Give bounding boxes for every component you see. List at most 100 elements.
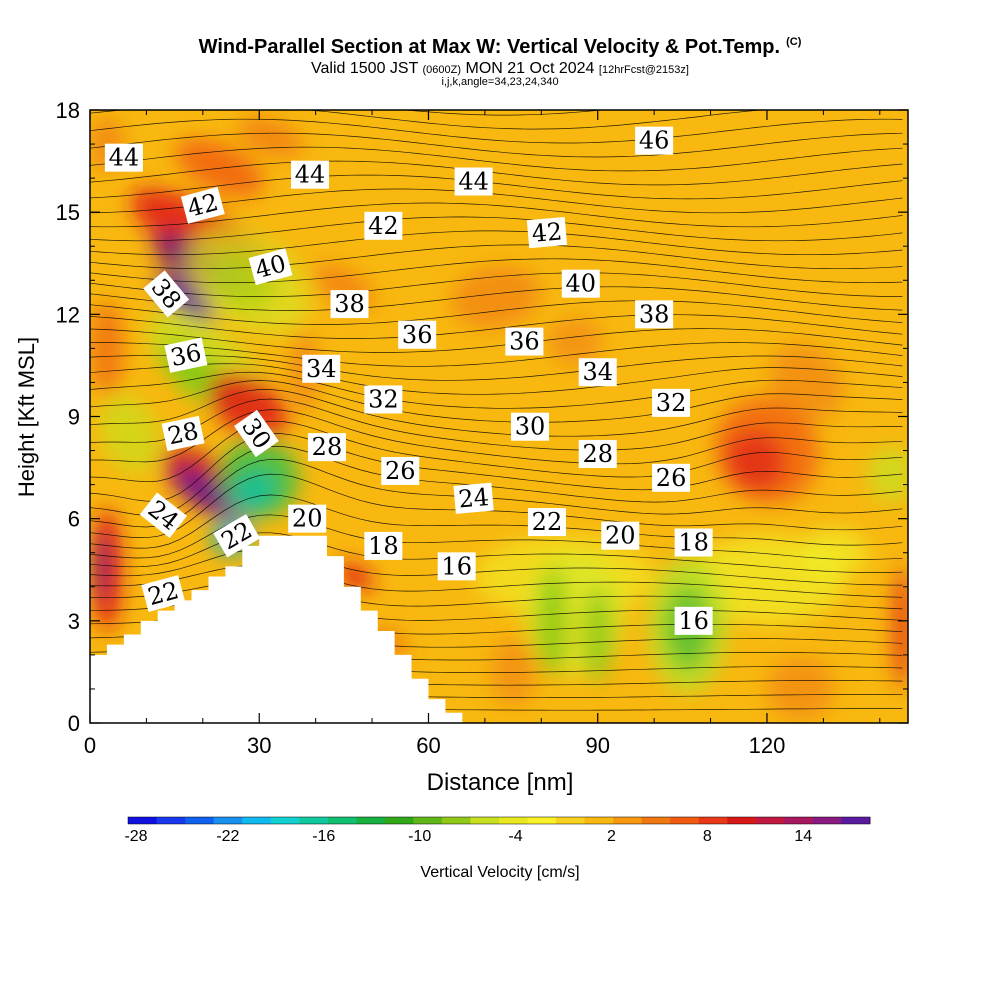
colorbar-swatch bbox=[156, 817, 186, 824]
isentrope-line bbox=[90, 458, 903, 528]
forecast-info: [12hrFcst@2153z] bbox=[598, 64, 689, 76]
isentrope-line bbox=[90, 160, 903, 186]
isentrope-label: 24 bbox=[453, 482, 494, 514]
isentrope-label-text: 40 bbox=[566, 270, 597, 298]
isentrope-label: 36 bbox=[398, 320, 437, 349]
isentrope-label-text: 30 bbox=[515, 413, 546, 441]
isentrope-label: 32 bbox=[364, 385, 403, 414]
isentrope-line bbox=[90, 77, 902, 101]
isentrope-line bbox=[90, 549, 903, 586]
isentrope-line bbox=[90, 110, 764, 130]
isentrope-label-box bbox=[213, 514, 261, 558]
colorbar-swatch bbox=[613, 817, 643, 824]
isentrope-label: 18 bbox=[674, 528, 713, 557]
colorbar-swatch bbox=[441, 817, 471, 824]
isentrope-label-box bbox=[381, 456, 420, 485]
colorbar-tick-label: -22 bbox=[216, 828, 240, 845]
isentrope-label-box bbox=[578, 439, 617, 468]
y-tick-label: 3 bbox=[68, 609, 80, 634]
colorbar-swatch bbox=[327, 817, 357, 824]
isentrope-label: 42 bbox=[364, 211, 403, 240]
isentrope-line bbox=[90, 371, 903, 409]
isentrope-line bbox=[90, 146, 903, 172]
isentrope-label-box bbox=[674, 606, 713, 635]
colorbar-swatch bbox=[413, 817, 443, 824]
y-tick-label: 12 bbox=[56, 302, 80, 327]
isentrope-line bbox=[90, 342, 903, 367]
velocity-cell bbox=[94, 532, 109, 601]
isentrope-line bbox=[90, 445, 903, 516]
isentrope-label-box bbox=[302, 354, 341, 383]
isentrope-label: 28 bbox=[578, 439, 617, 468]
isentrope-label-text: 18 bbox=[678, 529, 709, 557]
colorbar-swatch bbox=[584, 817, 614, 824]
isentrope-line bbox=[90, 202, 903, 228]
velocity-cell bbox=[230, 468, 278, 515]
y-tick-label: 18 bbox=[56, 98, 80, 123]
isentrope-label: 44 bbox=[291, 160, 330, 189]
isentrope-label-text: 28 bbox=[312, 433, 343, 461]
valid-time-line: Valid 1500 JST (0600Z) MON 21 Oct 2024 [… bbox=[0, 60, 1000, 78]
isentrope-label-box bbox=[104, 143, 143, 172]
colorbar-swatch bbox=[641, 817, 671, 824]
isentrope-label-box bbox=[511, 412, 550, 441]
copyright-mark: (C) bbox=[786, 36, 802, 49]
isentrope-label-box bbox=[139, 492, 187, 538]
isentrope-label-box bbox=[180, 186, 225, 224]
isentrope-label-box bbox=[578, 358, 617, 387]
colorbar bbox=[127, 816, 871, 825]
isentrope-label: 44 bbox=[104, 143, 143, 172]
isentrope-line bbox=[90, 389, 903, 437]
isentrope-line bbox=[90, 380, 903, 423]
isentrope-label-box bbox=[364, 385, 403, 414]
isentrope-line bbox=[90, 398, 903, 451]
isentrope-label: 36 bbox=[164, 337, 208, 373]
colorbar-tick-label: 2 bbox=[606, 828, 616, 845]
colorbar-swatch bbox=[527, 817, 557, 824]
velocity-cell bbox=[583, 586, 612, 683]
isentrope-label-text: 42 bbox=[531, 217, 564, 248]
isentrope-label-box bbox=[453, 482, 494, 514]
colorbar-swatch bbox=[242, 817, 272, 824]
isentrope-label-text: 46 bbox=[639, 127, 670, 155]
isentrope-label-box bbox=[652, 463, 691, 492]
isentrope-label-box bbox=[601, 521, 640, 550]
isentrope-line bbox=[90, 433, 903, 502]
isentrope-label-text: 24 bbox=[457, 483, 490, 514]
colorbar-swatch bbox=[299, 817, 329, 824]
isentrope-label-text: 44 bbox=[109, 144, 140, 172]
isentrope-label-text: 44 bbox=[295, 161, 326, 189]
isentrope-line bbox=[90, 409, 903, 465]
isentrope-label-box bbox=[364, 531, 403, 560]
colorbar-swatch bbox=[128, 817, 158, 824]
isentrope-line bbox=[90, 132, 903, 158]
isentrope-label-text: 26 bbox=[385, 457, 416, 485]
velocity-cell bbox=[451, 266, 541, 329]
isentrope-label-box bbox=[330, 290, 369, 319]
isentrope-label-box bbox=[398, 320, 437, 349]
colorbar-swatch bbox=[270, 817, 300, 824]
isentrope-label-box bbox=[307, 433, 346, 462]
isentrope-line bbox=[90, 328, 903, 353]
isentrope-label-text: 36 bbox=[402, 321, 433, 349]
isentrope-label-text: 28 bbox=[582, 440, 613, 468]
isentrope-label: 38 bbox=[330, 290, 369, 319]
velocity-cell bbox=[800, 528, 869, 577]
grid-indices: i,j,k,angle=34,23,24,340 bbox=[441, 76, 559, 88]
colorbar-swatch bbox=[670, 817, 700, 824]
isentrope-label: 44 bbox=[454, 167, 493, 196]
colorbar-swatch bbox=[812, 817, 842, 824]
isentrope-label: 28 bbox=[307, 433, 346, 462]
colorbar-swatch bbox=[784, 817, 814, 824]
isentrope-line bbox=[90, 244, 903, 270]
x-tick-label: 30 bbox=[247, 733, 271, 758]
isentrope-label-text: 20 bbox=[292, 505, 323, 533]
y-tick-label: 0 bbox=[68, 711, 80, 736]
isentrope-label: 40 bbox=[561, 269, 600, 298]
isentrope-line bbox=[90, 272, 903, 297]
isentrope-line bbox=[90, 230, 903, 256]
isentrope-line bbox=[90, 118, 903, 144]
isentrope-label: 34 bbox=[302, 354, 341, 383]
y-tick-label: 6 bbox=[68, 507, 80, 532]
